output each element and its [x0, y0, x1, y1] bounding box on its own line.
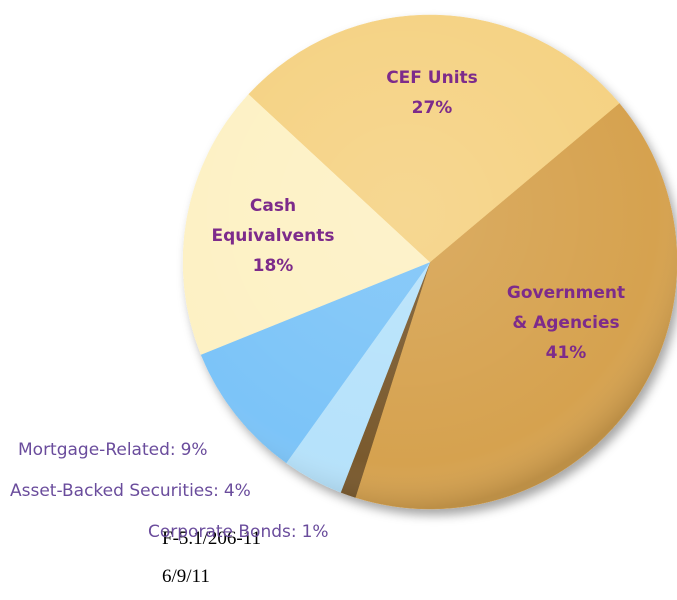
slice-label-line: Cash — [250, 196, 296, 216]
slice-value-label: 41% — [546, 343, 587, 363]
slice-label-line: Equivalvents — [211, 226, 334, 246]
slice-label: Cash Equivalvents — [211, 196, 334, 246]
slice-category: Mortgage-Related: — [18, 440, 176, 460]
slice-label-line: Government — [507, 283, 625, 303]
slice-label: Asset-Backed Securities: 4% — [10, 481, 251, 501]
slice-label: CEF Units — [386, 68, 478, 88]
slice-category: Corporate Bonds: — [148, 522, 297, 542]
footer-code: F-5.1/206-11 — [162, 528, 261, 549]
slice-label-line: & Agencies — [512, 313, 619, 333]
slice-value-label: 27% — [412, 98, 453, 118]
slice-value-label: 4% — [224, 481, 251, 501]
footer-date: 6/9/11 — [162, 566, 210, 587]
slice-value-label: 9% — [181, 440, 208, 460]
slice-value-label: 1% — [302, 522, 329, 542]
slice-value-label: 18% — [253, 256, 294, 276]
slice-label: Government & Agencies — [507, 283, 625, 333]
slice-label: Mortgage-Related: 9% — [18, 440, 208, 460]
slice-label-line: CEF Units — [386, 68, 478, 88]
slice-category: Asset-Backed Securities: — [10, 481, 219, 501]
slice-label: Corporate Bonds: 1% — [148, 522, 329, 542]
